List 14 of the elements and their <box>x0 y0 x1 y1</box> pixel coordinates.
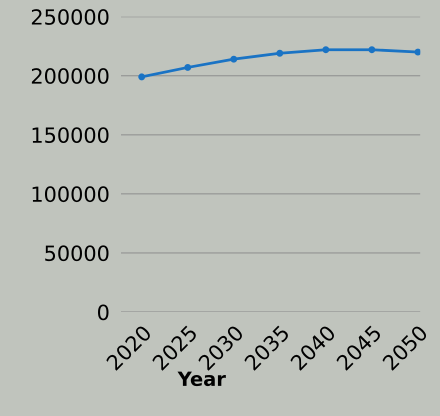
y-tick-label: 50000 <box>45 245 109 262</box>
point <box>230 56 238 63</box>
y-tick-label: 100000 <box>32 186 109 202</box>
point <box>414 48 420 56</box>
x-axis-title: Year <box>177 372 226 386</box>
point <box>276 50 284 57</box>
point <box>322 46 330 54</box>
point <box>138 73 146 80</box>
y-tick-label: 200000 <box>32 68 109 84</box>
y-tick-label: 150000 <box>32 127 109 143</box>
point <box>184 64 192 71</box>
point <box>368 46 376 54</box>
y-tick-label: 0 <box>98 304 109 320</box>
y-tick-label: 250000 <box>32 9 109 25</box>
